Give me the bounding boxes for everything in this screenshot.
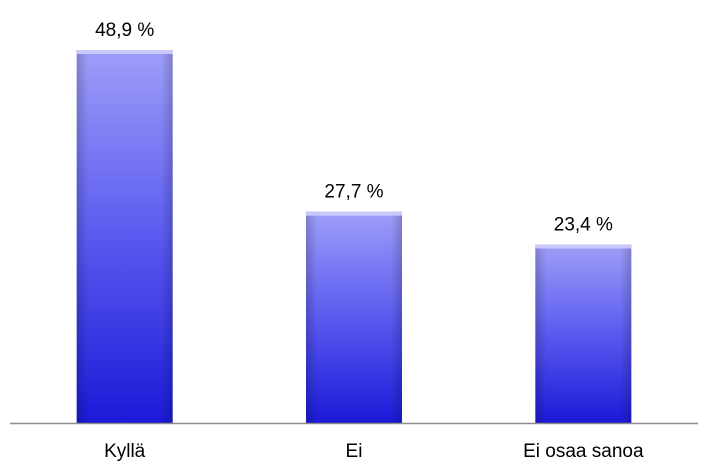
category-label-0: Kyllä: [104, 441, 146, 462]
data-label-0: 48,9 %: [95, 20, 154, 41]
bar-shade-1: [306, 211, 402, 423]
bar-top-highlight-1: [306, 211, 402, 216]
bar-top-highlight-2: [535, 244, 632, 249]
labels-group: 48,9 % Kyllä 27,7 % Ei 23,4 % Ei osaa sanoa: [95, 20, 644, 462]
bar-shade-0: [76, 50, 173, 423]
bar-top-highlight-0: [76, 50, 173, 54]
data-label-1: 27,7 %: [324, 182, 383, 203]
category-label-2: Ei osaa sanoa: [523, 441, 644, 462]
bars-group: [76, 50, 632, 423]
bar-shade-2: [535, 244, 632, 423]
data-label-2: 23,4 %: [554, 215, 613, 236]
category-label-1: Ei: [346, 441, 363, 462]
